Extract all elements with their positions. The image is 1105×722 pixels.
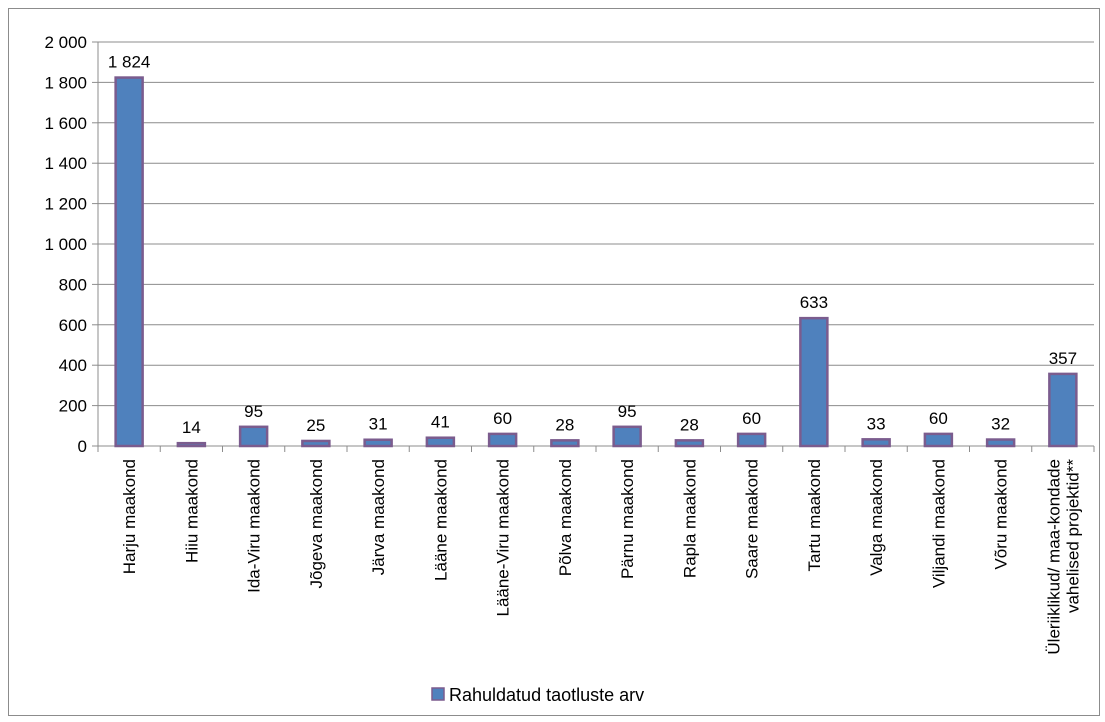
bar xyxy=(238,425,269,448)
bar xyxy=(176,441,207,448)
data-label: 357 xyxy=(1049,349,1077,368)
bar xyxy=(861,438,891,448)
y-tick-label: 1 200 xyxy=(44,195,87,214)
x-category-label: vahelised projektid** xyxy=(1063,459,1082,613)
y-tick-label: 400 xyxy=(59,356,87,375)
data-label: 60 xyxy=(493,409,512,428)
legend: Rahuldatud taotluste arv xyxy=(431,685,644,705)
legend-swatch xyxy=(431,687,445,701)
data-label: 60 xyxy=(742,409,761,428)
data-label: 33 xyxy=(867,414,886,433)
x-category-label: Viljandi maakond xyxy=(929,459,948,588)
y-tick-label: 2 000 xyxy=(44,33,87,52)
data-label: 1 824 xyxy=(108,53,151,72)
bar xyxy=(736,432,767,448)
y-tick-label: 1 800 xyxy=(44,73,87,92)
data-label: 32 xyxy=(991,415,1010,434)
x-category-label: Valga maakond xyxy=(867,459,886,576)
y-tick-label: 800 xyxy=(59,275,87,294)
data-label: 41 xyxy=(431,413,450,432)
x-category-label: Järva maakond xyxy=(369,459,388,575)
data-label: 60 xyxy=(929,409,948,428)
x-category-label: Jõgeva maakond xyxy=(307,459,326,588)
x-category-label: Pärnu maakond xyxy=(618,459,637,579)
data-label: 633 xyxy=(800,293,828,312)
x-category-label: Võru maakond xyxy=(992,459,1011,570)
y-tick-label: 1 000 xyxy=(44,235,87,254)
x-category-label: Saare maakond xyxy=(743,459,762,579)
bar xyxy=(1048,372,1078,448)
legend-label: Rahuldatud taotluste arv xyxy=(449,685,644,705)
bar xyxy=(550,439,580,448)
bar xyxy=(612,425,642,448)
bar xyxy=(114,76,144,448)
x-category-label: Harju maakond xyxy=(120,459,139,574)
bar xyxy=(487,432,518,448)
x-category-label: Ida-Viru maakond xyxy=(245,459,264,593)
bar xyxy=(985,438,1016,448)
data-label: 28 xyxy=(555,415,574,434)
x-category-label: Üleriiklikud/ maa-kondade xyxy=(1044,459,1063,655)
data-label: 28 xyxy=(680,415,699,434)
y-tick-label: 1 600 xyxy=(44,114,87,133)
bar xyxy=(799,316,829,448)
bar xyxy=(923,432,954,448)
x-category-label: Hiiu maakond xyxy=(182,459,201,563)
gridlines xyxy=(98,41,1094,407)
x-category-label: Lääne-Viru maakond xyxy=(494,459,513,617)
x-category-label: Põlva maakond xyxy=(556,459,575,576)
bars xyxy=(114,76,1078,448)
data-label: 95 xyxy=(244,402,263,421)
y-tick-label: 600 xyxy=(59,316,87,335)
bar xyxy=(363,438,393,448)
x-category-label: Lääne maakond xyxy=(431,459,450,581)
data-labels: 1 824 14 95 25 31 41 60 28 95 28 60 633 33 60 32 357 xyxy=(108,53,1077,438)
data-label: 25 xyxy=(306,416,325,435)
y-tick-label: 0 xyxy=(78,437,87,456)
bar-chart: 0 200 400 600 800 1 000 1 200 1 400 1 600 1 800 2 … xyxy=(44,33,1095,705)
bar xyxy=(674,439,705,448)
data-label: 95 xyxy=(618,402,637,421)
x-category-label: Tartu maakond xyxy=(805,459,824,571)
data-label: 14 xyxy=(182,418,201,437)
bar xyxy=(425,436,456,448)
bar xyxy=(301,439,331,448)
chart-frame: 0 200 400 600 800 1 000 1 200 1 400 1 600 1 800 2 … xyxy=(8,8,1100,716)
y-tick-label: 1 400 xyxy=(44,154,87,173)
y-tick-label: 200 xyxy=(59,397,87,416)
axes: 0 200 400 600 800 1 000 1 200 1 400 1 600 1 800 2 … xyxy=(44,33,1095,655)
data-label: 31 xyxy=(369,415,388,434)
x-category-label: Rapla maakond xyxy=(680,459,699,578)
